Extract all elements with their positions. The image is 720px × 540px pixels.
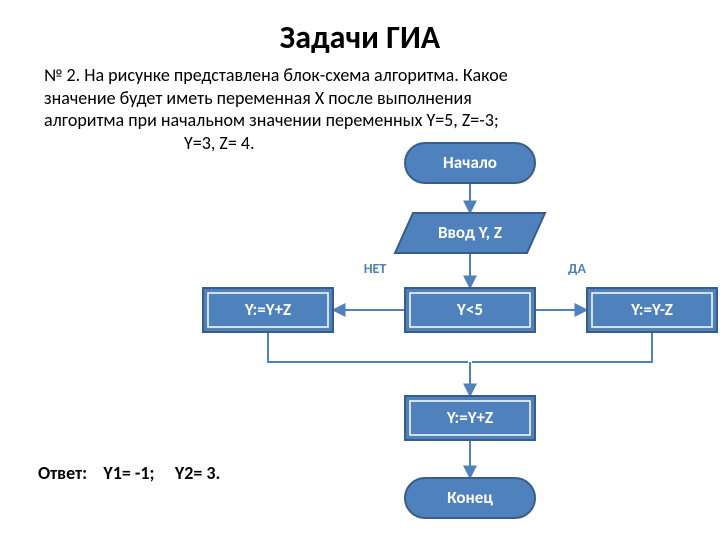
edge <box>268 332 468 362</box>
node-label: Y:=Y+Z <box>446 407 493 428</box>
flowchart: НЕТ ДА Начало Ввод Y, Z Y<5 Y:=Y+Z Y:=Y-Z Y:=Y+… <box>0 0 720 540</box>
node-cond: Y<5 <box>405 288 535 332</box>
node-label: Y:=Y-Z <box>630 299 673 320</box>
edge <box>472 332 652 362</box>
node-label: Y<5 <box>456 299 483 320</box>
edge-label: ДА <box>568 260 586 277</box>
node-start: Начало <box>405 143 535 183</box>
node-label: Начало <box>443 152 497 173</box>
node-end: Конец <box>405 478 535 518</box>
edge-label: НЕТ <box>364 260 387 277</box>
answer-row: Ответ: Y1= -1; Y2= 3. <box>38 462 220 484</box>
node-input: Ввод Y, Z <box>395 213 545 253</box>
node-label: Конец <box>447 487 493 508</box>
answer-y1: Y1= -1; <box>103 462 154 484</box>
answer-label: Ответ: <box>38 462 87 484</box>
node-assign2: Y:=Y+Z <box>405 396 535 440</box>
node-label: Y:=Y+Z <box>244 299 291 320</box>
nodes: Начало Ввод Y, Z Y<5 Y:=Y+Z Y:=Y-Z Y:=Y+Z Коне… <box>203 143 717 518</box>
node-right: Y:=Y-Z <box>587 288 717 332</box>
node-left: Y:=Y+Z <box>203 288 333 332</box>
answer-y2: Y2= 3. <box>175 462 220 484</box>
node-label: Ввод Y, Z <box>438 222 502 243</box>
